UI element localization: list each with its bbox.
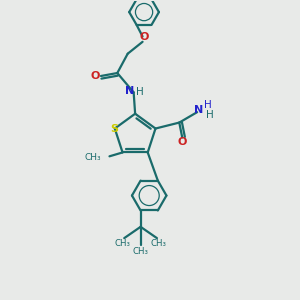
Text: O: O [140, 32, 149, 42]
Text: H: H [206, 110, 214, 120]
Text: CH₃: CH₃ [85, 153, 101, 162]
Text: CH₃: CH₃ [133, 247, 148, 256]
Text: O: O [178, 137, 187, 148]
Text: CH₃: CH₃ [115, 239, 131, 248]
Text: H: H [204, 100, 212, 110]
Text: CH₃: CH₃ [150, 239, 167, 248]
Text: N: N [194, 105, 203, 115]
Text: O: O [91, 71, 100, 81]
Text: S: S [110, 124, 118, 134]
Text: H: H [136, 87, 144, 97]
Text: N: N [124, 86, 134, 96]
